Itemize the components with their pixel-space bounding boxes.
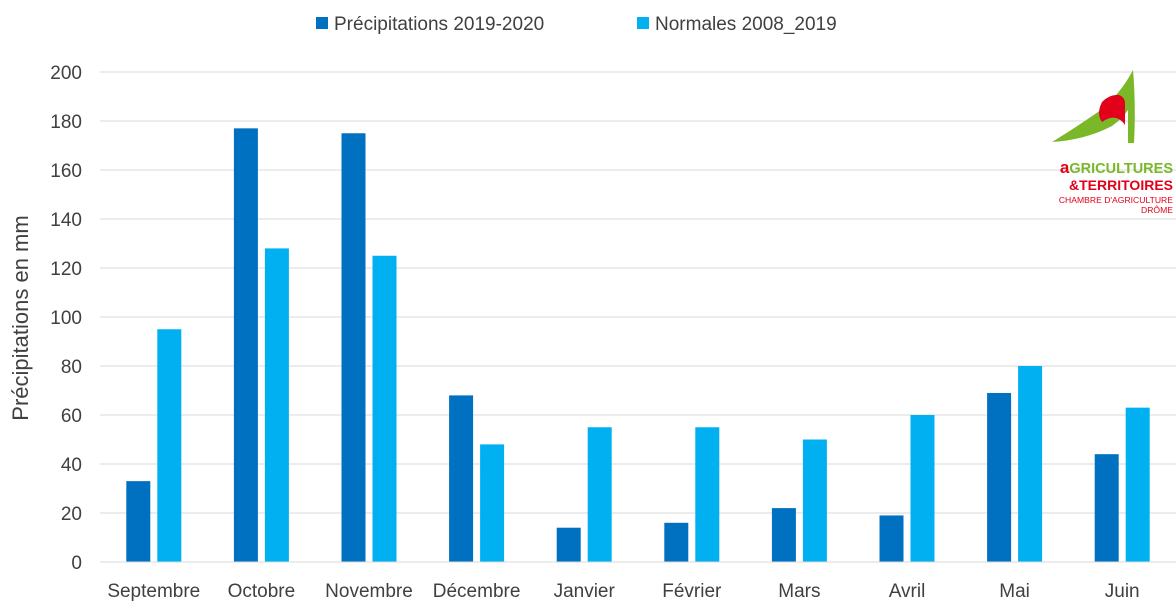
bar-series-1-avril <box>879 515 904 562</box>
bar-series-1-juin <box>1094 454 1119 562</box>
x-tick-label: Octobre <box>228 581 296 602</box>
x-tick-label: Novembre <box>325 581 413 602</box>
legend: Précipitations 2019-2020 Normales 2008_2… <box>316 14 837 35</box>
y-tick-label: 160 <box>50 161 82 182</box>
y-axis-tick-labels: 0 20 40 60 80 100 120 140 160 180 200 <box>50 63 82 574</box>
legend-label-series-1: Précipitations 2019-2020 <box>334 14 544 35</box>
bar-series-1-novembre <box>341 133 366 562</box>
bar-series-2-juin <box>1125 407 1150 562</box>
bar-series-2-novembre <box>372 255 397 562</box>
x-tick-label: Mai <box>999 581 1030 602</box>
bar-series-1-mars <box>771 508 796 562</box>
x-tick-label: Juin <box>1105 581 1140 602</box>
x-tick-label: Septembre <box>107 581 200 602</box>
y-tick-label: 80 <box>61 357 82 378</box>
x-tick-label: Avril <box>889 581 926 602</box>
bar-series-2-avril <box>910 415 935 562</box>
x-axis-tick-labels: Septembre Octobre Novembre Décembre Janvier F… <box>107 581 1139 602</box>
logo-line4: DRÔME <box>1141 205 1173 215</box>
bar-series-1-mai <box>987 392 1012 562</box>
logo-line3: CHAMBRE D'AGRICULTURE <box>1059 195 1173 205</box>
x-tick-label: Décembre <box>433 581 521 602</box>
x-tick-label: Mars <box>778 581 820 602</box>
y-tick-label: 180 <box>50 112 82 133</box>
bars <box>126 128 1150 562</box>
bar-series-2-mars <box>802 439 827 562</box>
bar-series-2-février <box>695 427 720 562</box>
bar-series-1-septembre <box>126 481 151 562</box>
logo-line2: &TERRITOIRES <box>1069 177 1173 193</box>
y-tick-label: 0 <box>71 553 82 574</box>
x-tick-label: Janvier <box>554 581 616 602</box>
bar-series-2-décembre <box>480 444 505 562</box>
bar-series-1-février <box>664 522 689 562</box>
y-tick-label: 20 <box>61 504 82 525</box>
logo-line1-rest: GRICULTURES <box>1069 161 1173 177</box>
y-axis-title: Précipitations en mm <box>8 215 33 420</box>
bar-series-2-septembre <box>157 329 182 562</box>
y-tick-label: 60 <box>61 406 82 427</box>
legend-swatch-series-2 <box>637 17 649 29</box>
logo-initial-a: a <box>1060 158 1070 177</box>
logo-red-swoosh-icon <box>1099 94 1125 125</box>
y-tick-label: 40 <box>61 455 82 476</box>
bar-series-1-janvier <box>556 527 581 562</box>
logo-line1: aGRICULTURES <box>1060 158 1173 177</box>
bar-series-2-mai <box>1018 366 1043 562</box>
gridlines <box>100 71 1176 514</box>
y-tick-label: 140 <box>50 210 82 231</box>
bar-series-1-décembre <box>449 395 474 562</box>
logo-agricultures-territoires: aGRICULTURES &TERRITOIRES CHAMBRE D'AGRI… <box>1052 70 1173 215</box>
y-tick-label: 200 <box>50 63 82 84</box>
bar-series-2-octobre <box>264 248 289 562</box>
y-tick-label: 100 <box>50 308 82 329</box>
legend-label-series-2: Normales 2008_2019 <box>655 14 837 35</box>
legend-swatch-series-1 <box>316 17 328 29</box>
bar-series-2-janvier <box>587 427 612 562</box>
x-tick-label: Février <box>662 581 722 602</box>
y-tick-label: 120 <box>50 259 82 280</box>
bar-series-1-octobre <box>233 128 258 562</box>
